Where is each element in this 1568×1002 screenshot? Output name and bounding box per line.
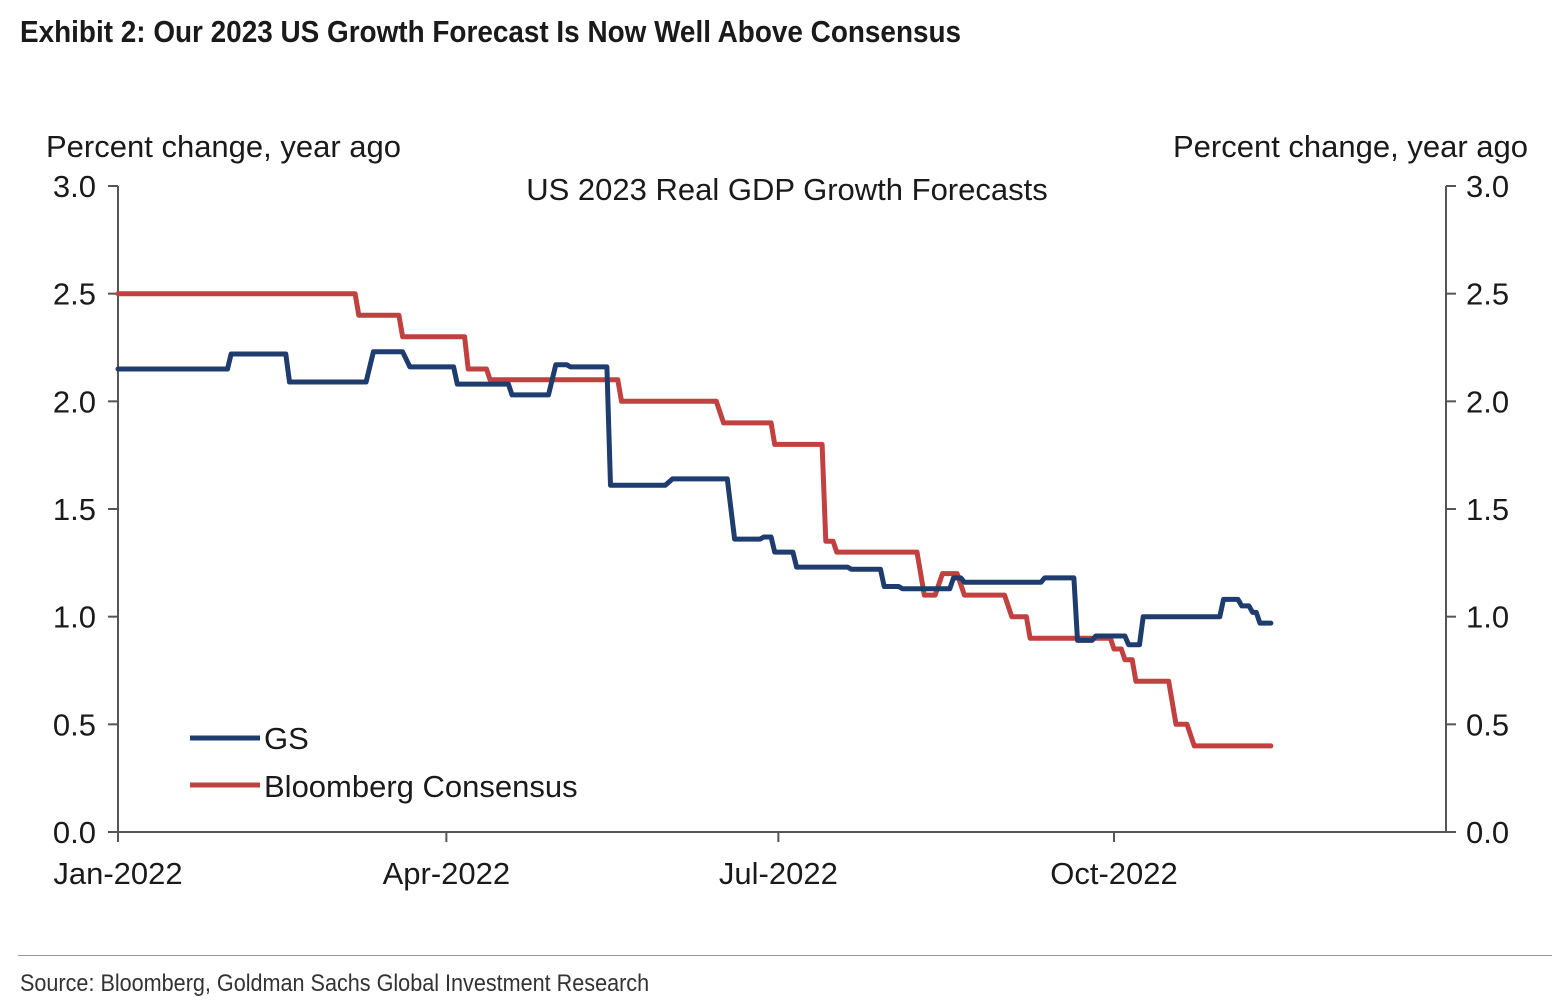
x-tick-label: Jan-2022 (53, 856, 182, 891)
y-tick-label-right: 1.5 (1466, 492, 1509, 527)
chart-title: US 2023 Real GDP Growth Forecasts (526, 172, 1047, 207)
x-tick-label: Jul-2022 (719, 856, 838, 891)
y-tick-label-left: 3.0 (53, 169, 96, 204)
y-tick-label-right: 3.0 (1466, 169, 1509, 204)
series-lines (115, 291, 1274, 749)
source-divider (18, 955, 1552, 956)
series-line-consensus (115, 291, 1274, 749)
y-tick-label-right: 0.0 (1466, 815, 1509, 850)
y-axis-label-left: Percent change, year ago (46, 129, 401, 164)
source-note: Source: Bloomberg, Goldman Sachs Global … (20, 970, 650, 997)
x-tick-label: Oct-2022 (1050, 856, 1178, 891)
y-tick-label-left: 2.0 (53, 384, 96, 419)
y-tick-label-left: 0.0 (53, 815, 96, 850)
axis-ticks: 0.0 0.0 0.5 0.5 1.0 1.0 1.5 1.5 2.0 2.0 2.5 2.5 3.0 3… (53, 169, 1509, 891)
y-tick-label-right: 2.0 (1466, 384, 1509, 419)
y-tick-label-right: 2.5 (1466, 277, 1509, 312)
y-tick-label-left: 0.5 (53, 707, 96, 742)
series-line-gs (115, 349, 1274, 648)
legend: GS Bloomberg Consensus (190, 721, 578, 804)
y-tick-label-right: 0.5 (1466, 707, 1509, 742)
y-axis-label-right: Percent change, year ago (1173, 129, 1528, 164)
y-tick-label-left: 1.5 (53, 492, 96, 527)
x-tick-label: Apr-2022 (383, 856, 511, 891)
y-tick-label-left: 2.5 (53, 277, 96, 312)
exhibit-title: Exhibit 2: Our 2023 US Growth Forecast I… (20, 14, 962, 49)
legend-label-consensus: Bloomberg Consensus (264, 769, 578, 804)
line-chart: Percent change, year ago Percent change,… (46, 129, 1528, 891)
legend-label-gs: GS (264, 721, 309, 756)
y-tick-label-left: 1.0 (53, 600, 96, 635)
y-tick-label-right: 1.0 (1466, 600, 1509, 635)
